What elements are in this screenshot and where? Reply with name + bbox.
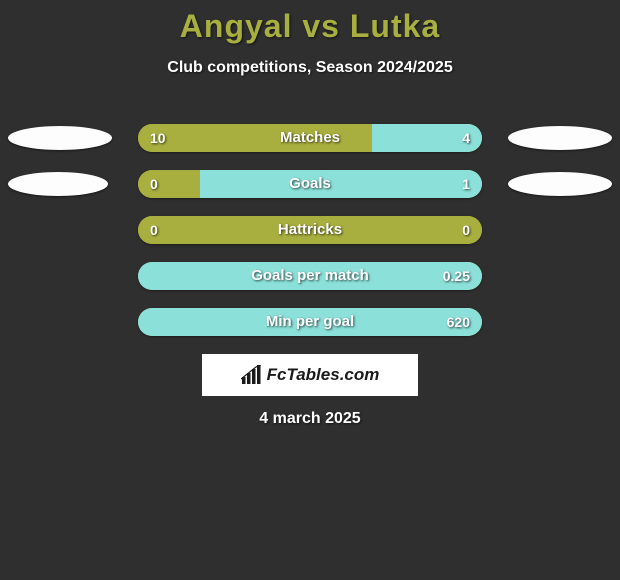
bar-right-fill (138, 308, 482, 336)
bar-right-fill (200, 170, 482, 198)
stat-bar: 0.25Goals per match (138, 262, 482, 290)
bar-right-fill (138, 262, 482, 290)
stat-row: 620Min per goal (0, 308, 620, 336)
brand-text: FcTables.com (267, 365, 380, 385)
bar-left-fill (138, 124, 372, 152)
player2-name: Lutka (350, 8, 440, 44)
player1-badge (8, 172, 108, 196)
player2-badge (508, 126, 612, 150)
stat-row: 104Matches (0, 124, 620, 152)
stat-row: 0.25Goals per match (0, 262, 620, 290)
player1-name: Angyal (180, 8, 293, 44)
stat-bar: 01Goals (138, 170, 482, 198)
stat-row: 01Goals (0, 170, 620, 198)
player2-badge (508, 172, 612, 196)
brand-badge: FcTables.com (202, 354, 418, 396)
stat-bar: 104Matches (138, 124, 482, 152)
comparison-title: Angyal vs Lutka (0, 0, 620, 45)
comparison-chart: 104Matches 01Goals 00Hattricks 0.25Goals pe… (0, 124, 620, 354)
bar-chart-icon (241, 365, 263, 385)
bar-left-fill (138, 170, 200, 198)
bar-right-fill (372, 124, 482, 152)
vs-separator: vs (302, 8, 340, 44)
stat-bar: 00Hattricks (138, 216, 482, 244)
subtitle: Club competitions, Season 2024/2025 (0, 59, 620, 77)
stat-row: 00Hattricks (0, 216, 620, 244)
bar-left-fill (138, 216, 482, 244)
player1-badge (8, 126, 112, 150)
stat-bar: 620Min per goal (138, 308, 482, 336)
footer-date: 4 march 2025 (0, 410, 620, 428)
